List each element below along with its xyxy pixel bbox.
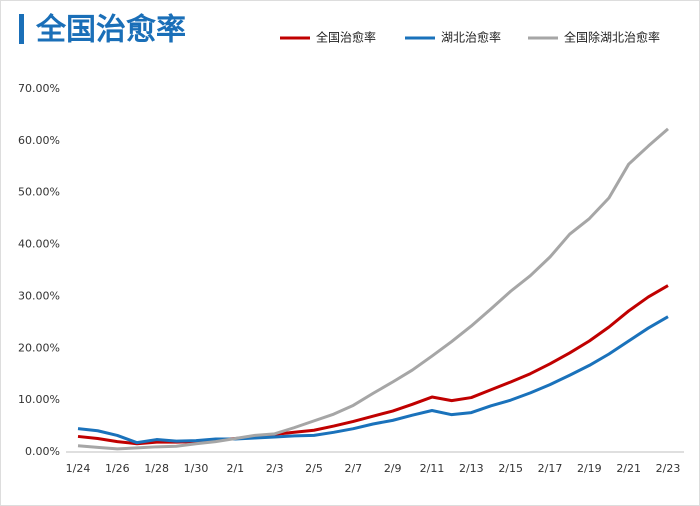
x-tick-label: 1/28	[144, 462, 169, 475]
x-tick-label: 2/17	[538, 462, 563, 475]
line	[77, 315, 669, 445]
x-tick-label: 1/26	[105, 462, 130, 475]
chart-title: 全国治愈率	[35, 13, 186, 48]
x-tick-label: 2/3	[266, 462, 284, 475]
line	[77, 127, 669, 451]
x-tick-label: 2/23	[656, 462, 681, 475]
x-tick-label: 2/15	[498, 462, 523, 475]
y-tick-label: 20.00%	[18, 341, 60, 354]
y-tick-label: 10.00%	[18, 393, 60, 406]
legend-label: 全国除湖北治愈率	[564, 30, 660, 45]
x-tick-label: 2/21	[616, 462, 641, 475]
x-tick-label: 2/9	[384, 462, 402, 475]
x-tick-label: 1/24	[66, 462, 91, 475]
x-tick-label: 2/1	[226, 462, 244, 475]
y-tick-label: 0.00%	[25, 445, 60, 458]
y-tick-label: 50.00%	[18, 186, 60, 199]
x-tick-label: 2/7	[344, 462, 362, 475]
y-tick-label: 30.00%	[18, 289, 60, 302]
x-tick-label: 2/13	[459, 462, 484, 475]
x-tick-label: 2/19	[577, 462, 602, 475]
y-tick-label: 40.00%	[18, 238, 60, 251]
x-tick-label: 1/30	[184, 462, 209, 475]
legend-label: 全国治愈率	[316, 30, 376, 45]
x-tick-label: 2/5	[305, 462, 323, 475]
x-tick-label: 2/11	[420, 462, 445, 475]
title-bar	[19, 14, 24, 44]
y-tick-label: 60.00%	[18, 134, 60, 147]
y-tick-label: 70.00%	[18, 82, 60, 95]
legend-label: 湖北治愈率	[441, 30, 501, 45]
